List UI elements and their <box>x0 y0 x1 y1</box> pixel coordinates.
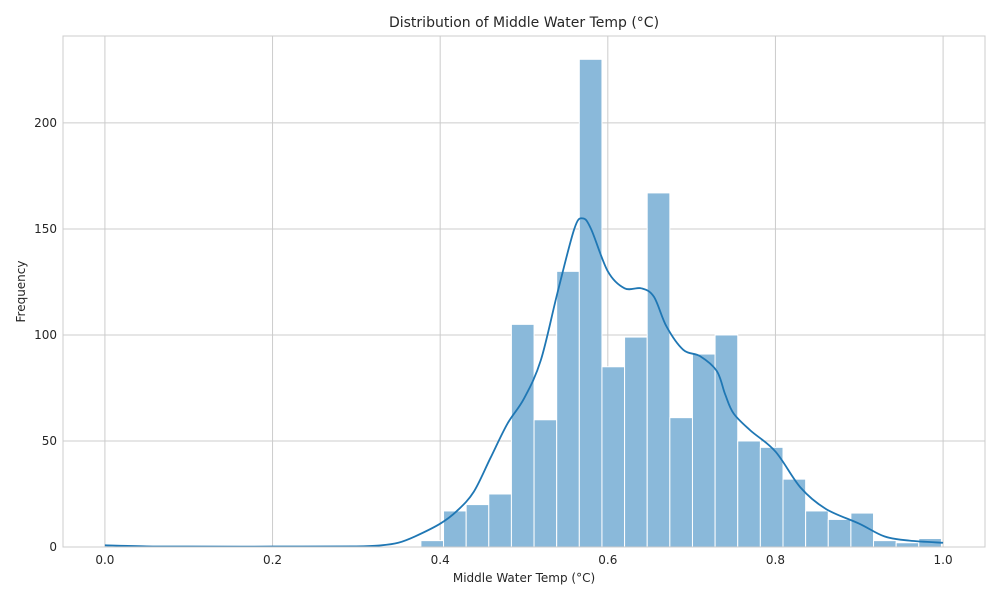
x-tick-label: 0.2 <box>263 553 282 567</box>
y-tick-label: 100 <box>34 328 57 342</box>
histogram-bar <box>827 518 852 548</box>
histogram-bar <box>556 270 580 548</box>
y-axis-title: Frequency <box>14 261 28 323</box>
x-tick-label: 0.8 <box>766 553 785 567</box>
x-tick-label: 1.0 <box>934 553 953 567</box>
y-tick-label: 50 <box>42 434 57 448</box>
histogram-bar <box>533 419 558 548</box>
histogram-bar <box>646 192 671 548</box>
x-axis-title: Middle Water Temp (°C) <box>453 571 595 585</box>
histogram-bar <box>420 540 445 548</box>
histogram-bar <box>465 504 490 548</box>
histogram-bar <box>895 542 920 548</box>
y-tick-label: 200 <box>34 116 57 130</box>
histogram-bar <box>624 336 648 548</box>
y-tick-label: 0 <box>49 540 57 554</box>
histogram-bar <box>759 446 784 548</box>
histogram-bar <box>873 540 897 548</box>
plot-frame <box>62 35 986 548</box>
bars-layer <box>420 58 942 548</box>
histogram-bar <box>714 334 739 548</box>
histogram-bar <box>488 493 512 548</box>
histogram-bar <box>510 323 535 548</box>
x-tick-label: 0.6 <box>598 553 617 567</box>
x-tick-label: 0.0 <box>95 553 114 567</box>
histogram-bar <box>737 440 761 548</box>
x-tick-label: 0.4 <box>431 553 450 567</box>
y-tick-label: 150 <box>34 222 57 236</box>
histogram-bar <box>601 366 626 548</box>
chart-title: Distribution of Middle Water Temp (°C) <box>389 15 659 31</box>
kde-line <box>104 217 944 548</box>
ticks-layer: 0.0 0.2 0.4 0.6 0.8 1.0 0 50 100 150 200 <box>34 116 953 567</box>
histogram-bar <box>578 58 603 548</box>
histogram-bar <box>691 353 716 548</box>
kde-layer <box>104 217 944 548</box>
histogram-bar <box>805 510 829 548</box>
histogram-bar <box>443 510 467 548</box>
histogram-bar <box>669 417 693 548</box>
